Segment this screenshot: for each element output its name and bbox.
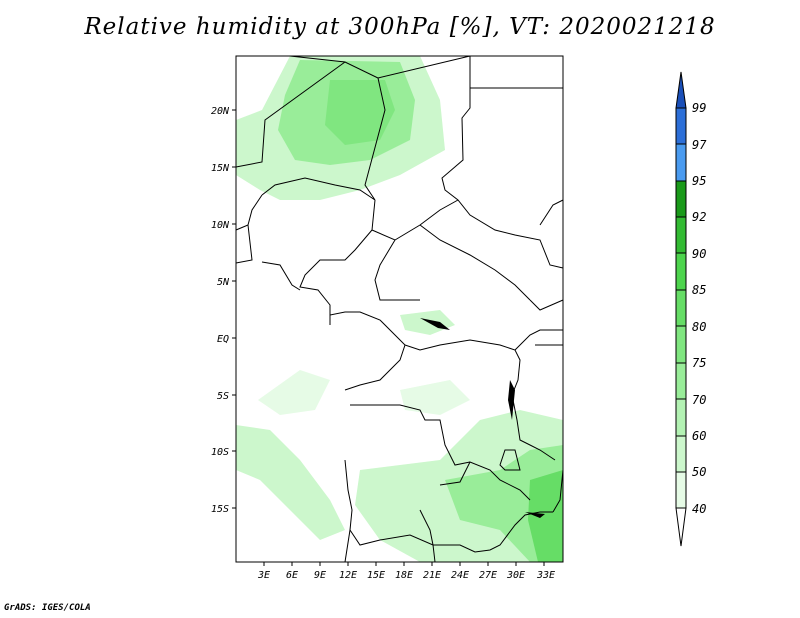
lon-label: 33E (536, 570, 555, 581)
colorbar-label: 95 (692, 174, 706, 188)
colorbar-segment (675, 180, 687, 218)
lat-label: 15N (211, 163, 230, 174)
lon-labels: 3E 6E 9E 12E 15E 18E 21E 24E 27E 30E 33E (257, 570, 555, 581)
colorbar-segment (675, 398, 687, 437)
shade-southwest (236, 425, 345, 540)
shade-north-peak (325, 80, 395, 145)
colorbar-label: 75 (692, 356, 706, 370)
colorbar-label: 97 (692, 138, 707, 152)
colorbar (675, 71, 687, 547)
colorbar-segment (675, 289, 687, 327)
colorbar-label: 70 (692, 393, 706, 407)
colorbar-top-arrow (675, 71, 687, 109)
lon-label: 9E (314, 570, 326, 581)
colorbar-label: 85 (692, 283, 706, 297)
colorbar-label: 92 (692, 210, 706, 224)
lon-label: 27E (479, 570, 497, 581)
lon-label: 6E (286, 570, 298, 581)
country-borders (235, 55, 564, 563)
colorbar-label: 50 (692, 465, 706, 479)
lake-detail (508, 380, 515, 420)
lon-label: 18E (395, 570, 413, 581)
lon-label: 21E (423, 570, 441, 581)
colorbar-label: 99 (692, 101, 706, 115)
humidity-shading (236, 56, 563, 562)
colorbar-label: 80 (692, 320, 706, 334)
lat-label: 5N (217, 277, 230, 288)
lake-detail (420, 318, 450, 330)
colorbar-label: 90 (692, 247, 706, 261)
lon-label: 24E (451, 570, 469, 581)
colorbar-bottom-arrow (675, 507, 687, 547)
colorbar-segment (675, 471, 687, 509)
colorbar-label: 40 (692, 502, 706, 516)
axis-ticks (232, 109, 545, 566)
colorbar-segment (675, 252, 687, 291)
shade-west-mid (258, 370, 330, 415)
colorbar-segment (675, 325, 687, 364)
shade-central (400, 310, 455, 335)
shade-southeast-peak (528, 470, 563, 562)
lat-label: 5S (217, 391, 229, 402)
map-title: Relative humidity at 300hPa [%], VT: 202… (84, 14, 716, 40)
grads-credit: GrADS: IGES/COLA (4, 603, 91, 613)
colorbar-label: 60 (692, 429, 706, 443)
shade-congo (400, 380, 470, 415)
lat-label: 20N (211, 106, 230, 117)
colorbar-segment (675, 216, 687, 254)
colorbar-labels: 99 97 95 92 90 85 80 75 70 60 50 40 (692, 101, 707, 516)
colorbar-segment (675, 107, 687, 145)
colorbar-segment (675, 435, 687, 473)
lat-label: EQ (217, 334, 229, 345)
lakes (420, 318, 545, 518)
colorbar-segment (675, 143, 687, 182)
lat-label: 10N (211, 220, 230, 231)
lon-label: 12E (339, 570, 357, 581)
lon-label: 30E (506, 570, 525, 581)
lon-label: 3E (257, 570, 270, 581)
colorbar-segment (675, 362, 687, 400)
lat-label: 10S (211, 447, 229, 458)
lat-label: 15S (211, 504, 229, 515)
lon-label: 15E (367, 570, 385, 581)
lat-labels: 20N 15N 10N 5N EQ 5S 10S 15S (211, 106, 230, 515)
lake-detail (525, 512, 545, 518)
